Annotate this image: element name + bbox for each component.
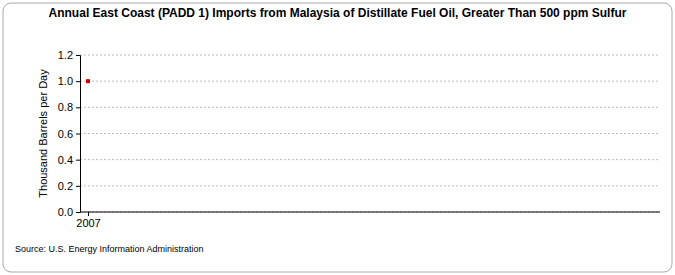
grid-line	[80, 133, 660, 134]
grid-line	[80, 107, 660, 108]
y-tick: 0.8	[58, 101, 80, 113]
chart: Annual East Coast (PADD 1) Imports from …	[0, 0, 675, 275]
x-axis: 2007	[76, 212, 660, 229]
y-axis-title: Thousand Barrels per Day	[37, 69, 49, 198]
y-tick: 0.6	[58, 128, 80, 140]
y-tick: 0.4	[58, 154, 80, 166]
y-axis-line	[76, 56, 81, 213]
y-tick: 1.2	[58, 49, 80, 61]
x-tick-label: 2007	[76, 217, 100, 229]
y-tick: 1.0	[58, 75, 80, 87]
y-tick-mark	[76, 212, 80, 213]
data-point	[86, 79, 90, 83]
grid-line	[80, 185, 660, 186]
grid-line	[80, 81, 660, 82]
y-tick-mark	[76, 55, 80, 56]
y-tick: 0.2	[58, 180, 80, 192]
y-tick-label: 1.2	[58, 49, 73, 61]
y-tick-label: 0.6	[58, 128, 73, 140]
y-tick-mark	[76, 186, 80, 187]
source: Source: U.S. Energy Information Administ…	[15, 244, 204, 254]
title-line: Annual East Coast (PADD 1) Imports from …	[49, 6, 627, 20]
plot-area	[86, 79, 90, 83]
x-tick-mark	[88, 212, 89, 216]
y-tick-mark	[76, 81, 80, 82]
y-tick-mark	[76, 134, 80, 135]
grid-line	[80, 212, 660, 213]
y-tick-label: 0.4	[58, 154, 73, 166]
grid-line	[80, 55, 660, 56]
y-tick-mark	[76, 160, 80, 161]
y-tick-label: 0.2	[58, 180, 73, 192]
y-tick-label: 0.8	[58, 101, 73, 113]
y-tick-label: 1.0	[58, 75, 73, 87]
background	[3, 3, 672, 272]
y-tick-label: 0.0	[58, 206, 73, 218]
x-axis-line	[80, 212, 660, 213]
title: Annual East Coast (PADD 1) Imports from …	[49, 6, 627, 20]
y-axis: 0.0 0.2 0.4 0.6 0.8 1.0 1.2	[58, 49, 81, 218]
grid-line	[80, 159, 660, 160]
x-tick: 2007	[76, 212, 100, 229]
y-tick-mark	[76, 107, 80, 108]
